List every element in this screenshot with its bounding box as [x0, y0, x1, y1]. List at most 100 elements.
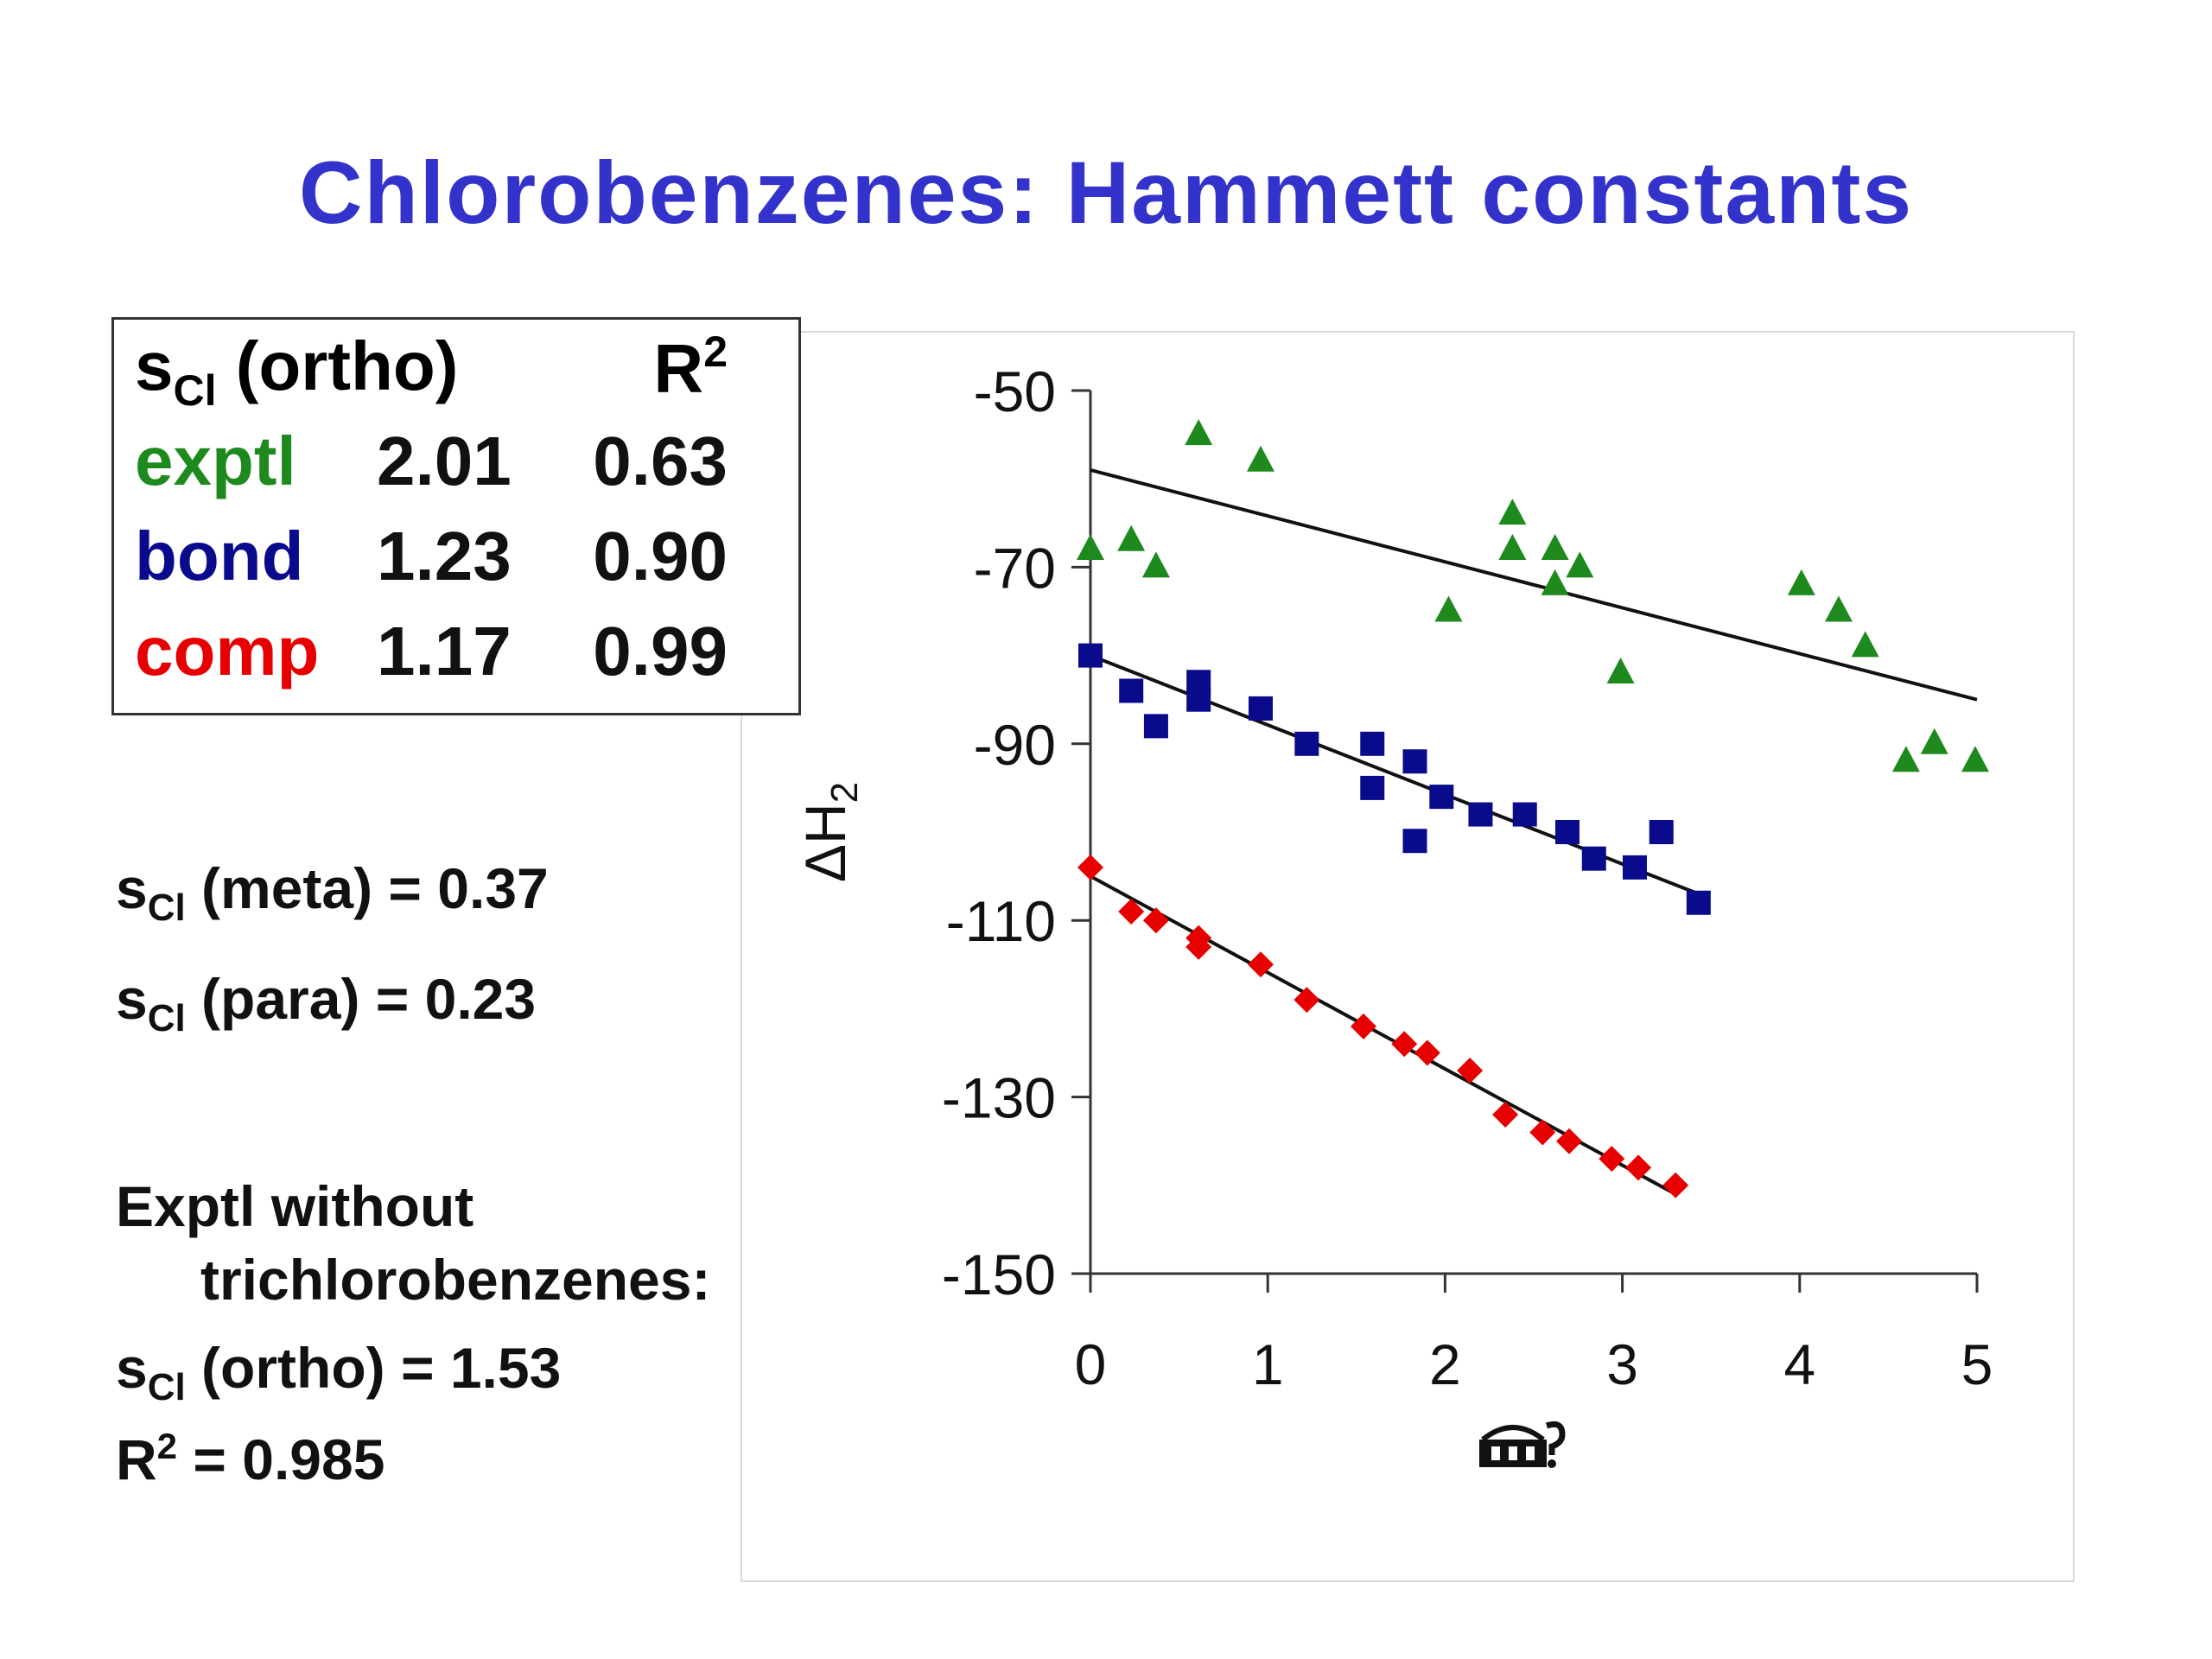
data-point-exptl — [1141, 551, 1170, 578]
data-point-comp — [1351, 1013, 1377, 1039]
data-point-exptl — [1077, 533, 1104, 560]
data-point-bond — [1360, 731, 1385, 756]
data-point-bond — [1512, 802, 1537, 827]
y-axis-label: ΔH2 — [793, 782, 866, 882]
data-point-bond — [1119, 678, 1144, 703]
stats-r2-value: 0.90 — [593, 518, 728, 594]
data-point-exptl — [1920, 728, 1948, 754]
stats-name: bond — [135, 518, 304, 594]
x-axis-label-glyph-icon — [1479, 1421, 1566, 1468]
stats-row-exptl: exptl 2.01 0.63 — [135, 422, 800, 517]
y-tick-label: -110 — [946, 889, 1056, 953]
stats-header-sub: Cl — [173, 366, 217, 415]
data-point-bond — [1360, 775, 1385, 800]
y-tick-label: -70 — [974, 536, 1056, 600]
data-point-bond — [1622, 855, 1647, 880]
data-point-comp — [1625, 1154, 1652, 1181]
data-point-exptl — [1246, 445, 1274, 472]
stats-name: comp — [135, 613, 320, 690]
data-point-exptl — [1566, 551, 1594, 578]
data-point-exptl — [1117, 524, 1146, 551]
note-r2: R2 = 0.985 — [116, 1426, 385, 1492]
stats-header-s: s — [135, 327, 174, 404]
data-point-exptl — [1891, 746, 1920, 772]
stats-s-value: 2.01 — [377, 423, 512, 499]
data-point-comp — [1599, 1146, 1625, 1173]
note-r2-sup: 2 — [156, 1426, 178, 1466]
data-point-exptl — [1434, 595, 1463, 622]
stats-header-r: R — [653, 330, 704, 407]
note-meta-rest: (meta) = 0.37 — [185, 856, 549, 920]
data-point-bond — [1143, 714, 1168, 739]
data-point-comp — [1294, 987, 1320, 1014]
note-para-s: s — [116, 967, 148, 1031]
data-point-comp — [1662, 1172, 1689, 1198]
x-tick-label: 5 — [1961, 1332, 1993, 1396]
note-ortho: sCl (ortho) = 1.53 — [116, 1335, 561, 1409]
data-point-exptl — [1541, 569, 1569, 595]
data-point-comp — [1391, 1031, 1418, 1058]
note-meta-sub: Cl — [147, 887, 186, 929]
stats-name: exptl — [135, 423, 296, 499]
data-point-comp — [1142, 907, 1169, 934]
note-ortho-s: s — [116, 1336, 148, 1400]
stats-header-label: sCl (ortho) — [135, 327, 458, 416]
note-r2-r: R — [116, 1427, 157, 1491]
x-tick-label: 0 — [1075, 1332, 1107, 1396]
data-point-bond — [1686, 890, 1711, 915]
y-tick-label: -50 — [974, 359, 1056, 423]
stats-r2-value: 0.63 — [593, 423, 728, 499]
note-para-sub: Cl — [147, 997, 186, 1039]
data-point-bond — [1402, 749, 1427, 774]
stats-s-value: 1.17 — [377, 613, 512, 690]
stats-header-row: sCl (ortho) R2 — [135, 327, 800, 422]
data-point-exptl — [1541, 533, 1569, 560]
data-point-comp — [1457, 1057, 1484, 1084]
data-point-bond — [1248, 696, 1273, 721]
chart-frame — [741, 331, 2075, 1582]
data-point-comp — [1556, 1128, 1583, 1154]
note-para-rest: (para) = 0.23 — [185, 967, 537, 1031]
note-r2-rest: = 0.985 — [177, 1427, 385, 1491]
stats-s-value: 1.23 — [377, 518, 512, 594]
trendline-bond — [1090, 653, 1700, 896]
stats-row-comp: comp 1.17 0.99 — [135, 612, 800, 707]
note-ortho-rest: (ortho) = 1.53 — [185, 1336, 562, 1400]
x-tick-label: 1 — [1252, 1332, 1284, 1396]
data-point-comp — [1492, 1102, 1519, 1128]
data-point-bond — [1649, 820, 1674, 844]
data-point-bond — [1402, 829, 1427, 854]
data-point-comp — [1414, 1039, 1440, 1066]
trendline-comp — [1090, 874, 1677, 1196]
data-point-comp — [1529, 1119, 1556, 1146]
note-meta-s: s — [116, 856, 148, 920]
y-tick-label: -130 — [942, 1066, 1056, 1130]
data-point-bond — [1294, 731, 1319, 756]
data-point-exptl — [1606, 658, 1635, 684]
data-point-bond — [1554, 820, 1580, 844]
data-point-bond — [1468, 802, 1493, 827]
data-point-exptl — [1498, 533, 1527, 560]
stats-table: sCl (ortho) R2 exptl 2.01 0.63 bond 1.23… — [111, 317, 801, 715]
data-point-comp — [1118, 898, 1145, 925]
note-meta: sCl (meta) = 0.37 — [116, 855, 549, 930]
y-tick-label: -150 — [942, 1243, 1056, 1306]
data-point-comp — [1077, 854, 1103, 880]
data-point-comp — [1185, 933, 1212, 960]
stats-row-bond: bond 1.23 0.90 — [135, 517, 800, 612]
page-title: Chlorobenzenes: Hammett constants — [298, 143, 1914, 242]
data-point-exptl — [1185, 419, 1213, 446]
note-ortho-sub: Cl — [147, 1366, 186, 1408]
trendline-exptl — [1090, 468, 1978, 702]
x-tick-label: 2 — [1429, 1332, 1461, 1396]
data-point-bond — [1429, 785, 1454, 810]
data-point-exptl — [1498, 499, 1527, 525]
data-point-comp — [1247, 951, 1274, 978]
stats-header-rest: (ortho) — [216, 327, 459, 404]
stats-header-r2: R2 — [653, 327, 728, 409]
data-point-exptl — [1851, 631, 1879, 658]
data-point-exptl — [1824, 595, 1853, 622]
note-exptl-line1: Exptl without — [116, 1174, 474, 1238]
y-tick-label: -90 — [974, 713, 1056, 777]
